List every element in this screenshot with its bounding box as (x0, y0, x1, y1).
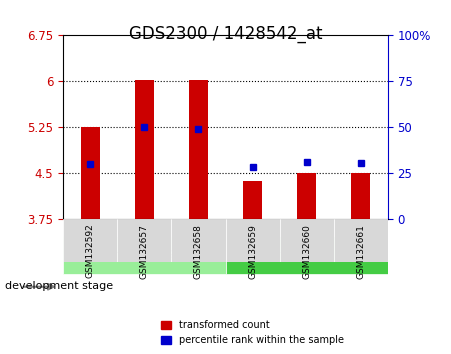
Bar (297, 173, 316, 219)
FancyBboxPatch shape (117, 219, 171, 262)
Bar (351, 173, 370, 219)
FancyBboxPatch shape (280, 219, 334, 262)
Text: GSM132661: GSM132661 (356, 224, 365, 279)
Bar (189, 80, 208, 219)
Bar (135, 80, 154, 219)
Text: mature MII: mature MII (276, 250, 337, 260)
FancyBboxPatch shape (226, 219, 280, 262)
FancyBboxPatch shape (63, 219, 117, 262)
Text: GSM132660: GSM132660 (302, 224, 311, 279)
FancyBboxPatch shape (226, 236, 388, 274)
FancyBboxPatch shape (171, 219, 226, 262)
FancyBboxPatch shape (334, 219, 388, 262)
Text: GSM132658: GSM132658 (194, 224, 203, 279)
Text: immature GV: immature GV (107, 250, 181, 260)
FancyBboxPatch shape (63, 236, 226, 274)
Text: GSM132659: GSM132659 (248, 224, 257, 279)
Legend: transformed count, percentile rank within the sample: transformed count, percentile rank withi… (157, 316, 348, 349)
Text: GDS2300 / 1428542_at: GDS2300 / 1428542_at (129, 25, 322, 43)
Text: GSM132657: GSM132657 (140, 224, 149, 279)
Text: development stage: development stage (5, 281, 113, 291)
Bar (243, 181, 262, 219)
Bar (81, 127, 100, 219)
Text: GSM132592: GSM132592 (86, 224, 95, 279)
